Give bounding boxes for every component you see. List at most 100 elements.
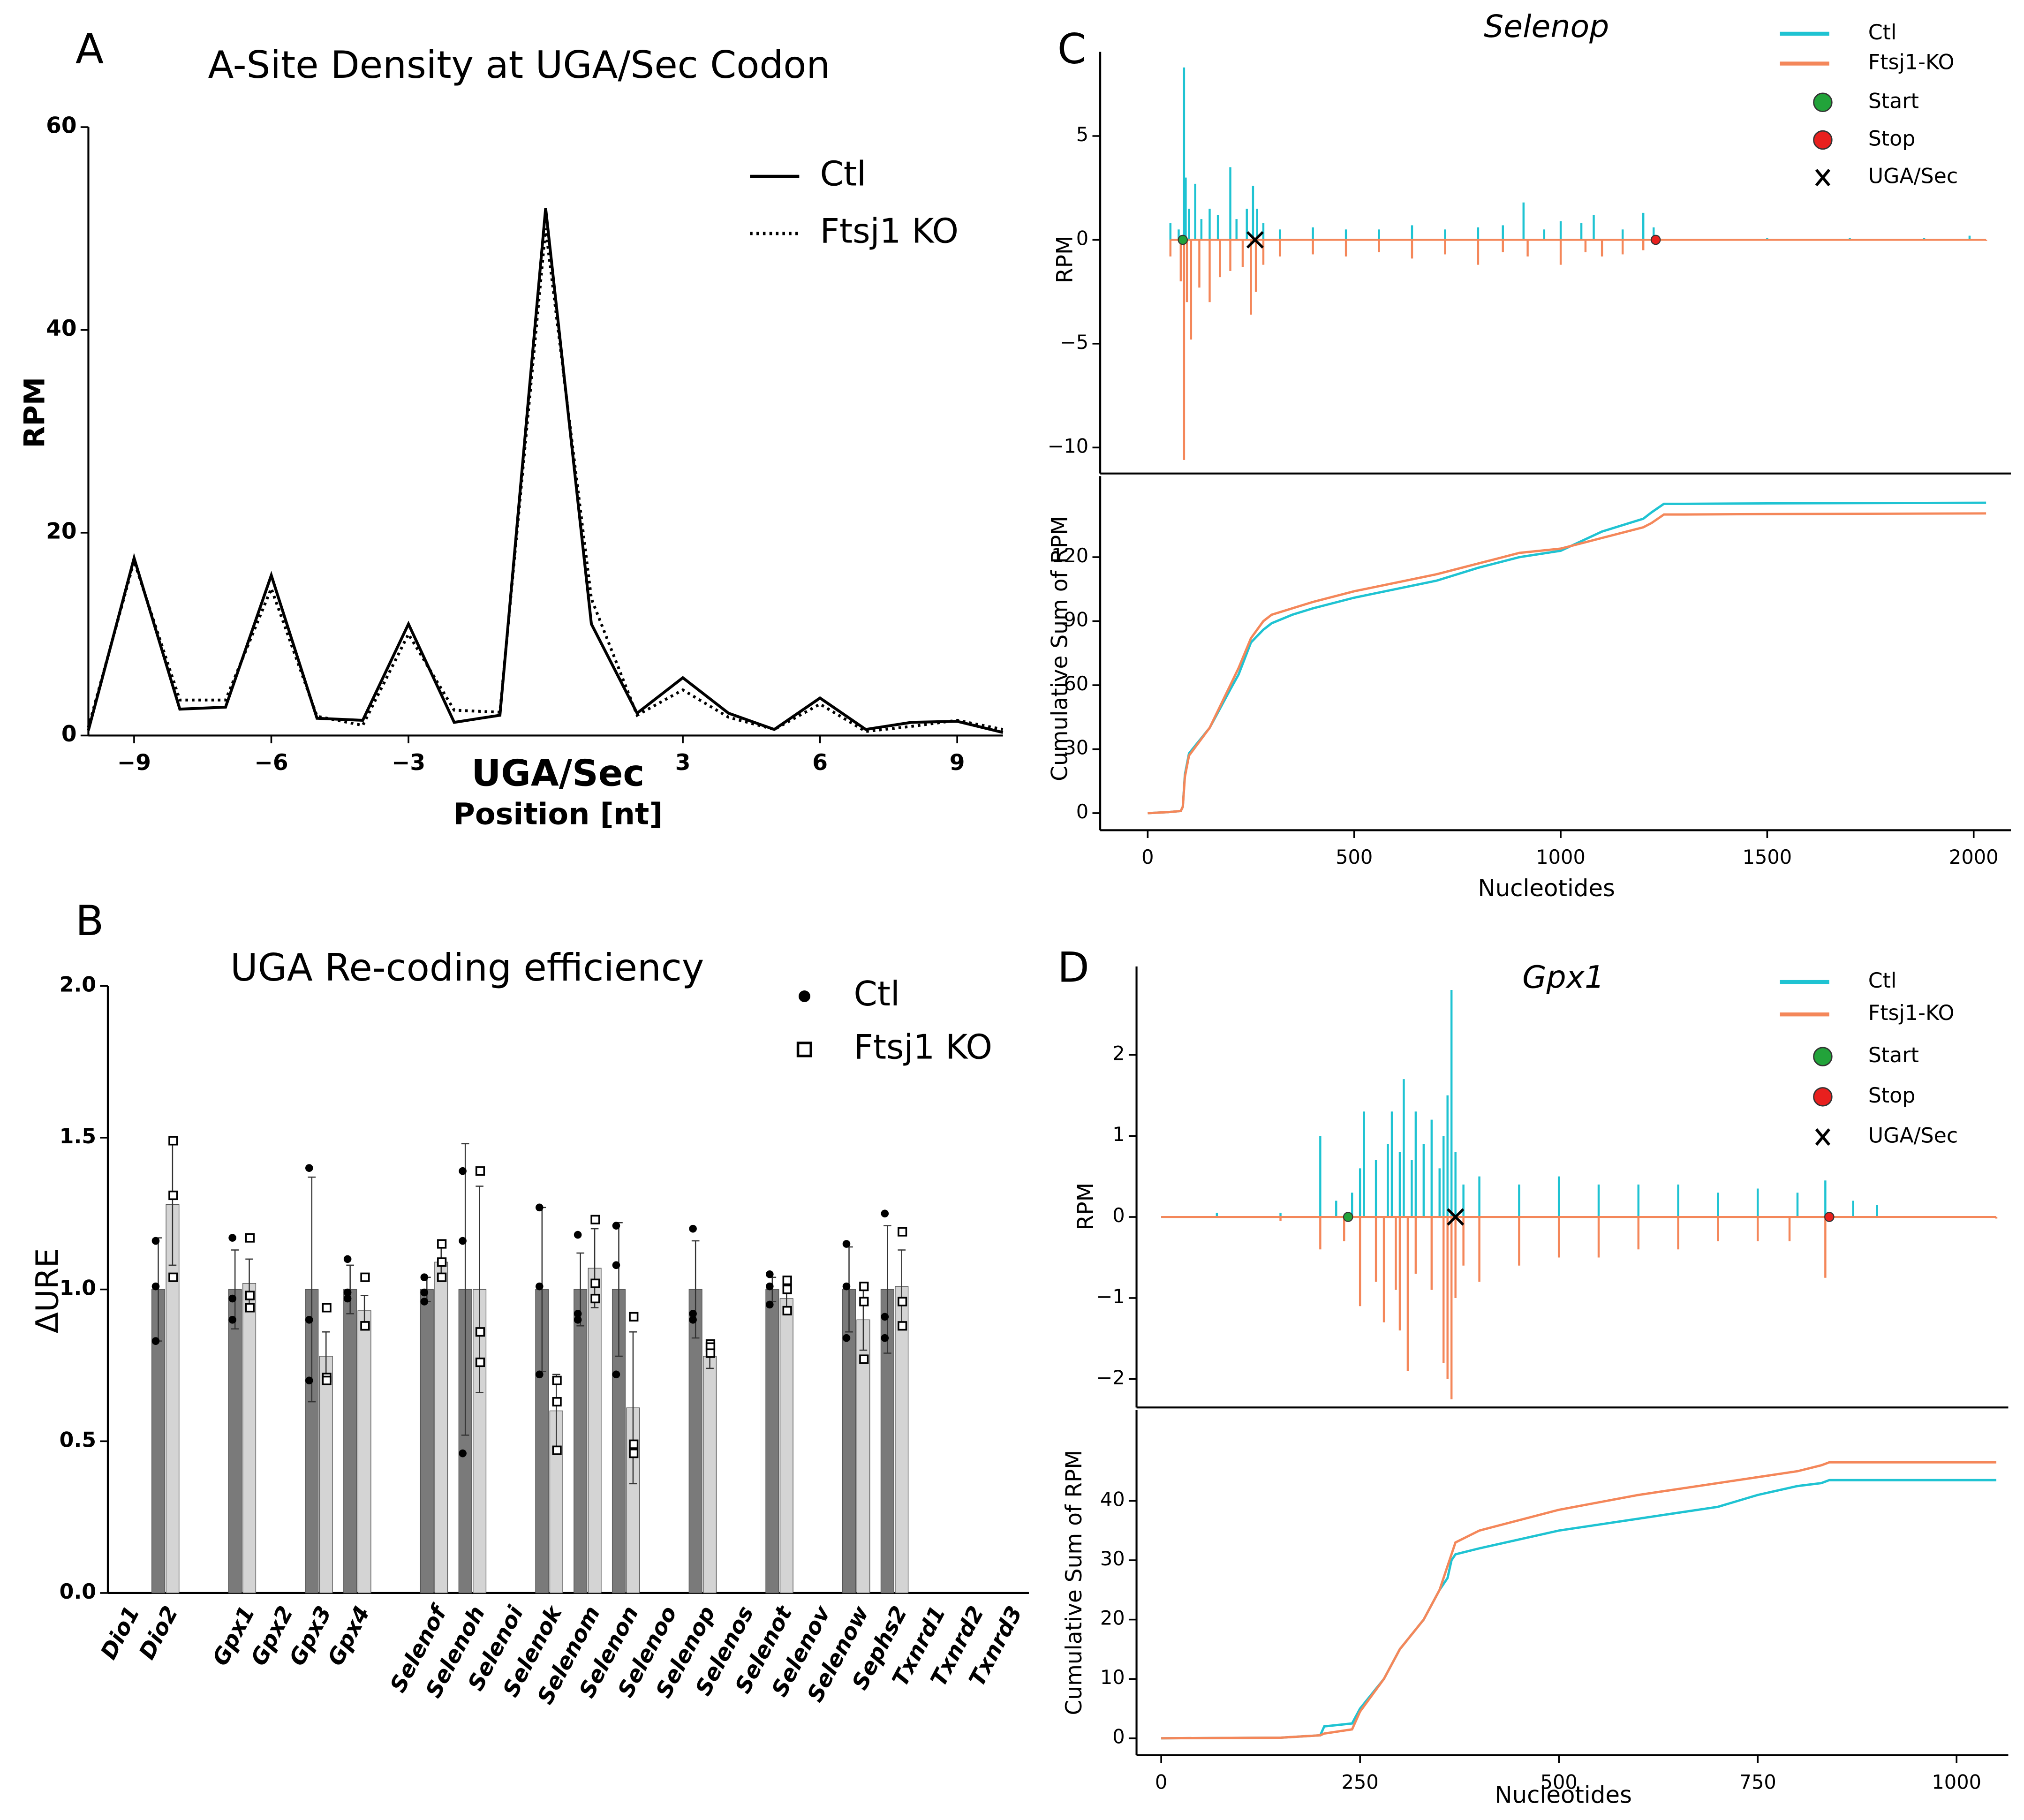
x-tick-label: 250	[1342, 1771, 1379, 1794]
legend-label: Ctl	[1868, 969, 1897, 993]
legend-label: Ftsj1-KO	[1868, 51, 1955, 75]
data-point	[420, 1288, 429, 1297]
x-tick-label: 500	[1336, 846, 1373, 868]
y-tick-label: 120	[1051, 544, 1088, 567]
data-point	[151, 1337, 160, 1345]
data-point	[437, 1257, 447, 1267]
legend-label: Ctl	[1868, 21, 1897, 45]
legend-label: Start	[1868, 1043, 1919, 1067]
data-point	[475, 1357, 485, 1367]
data-point	[881, 1313, 889, 1321]
data-point	[689, 1224, 697, 1233]
x-tick-label: 0	[1155, 1771, 1167, 1794]
data-point	[881, 1209, 889, 1218]
data-point	[360, 1321, 370, 1331]
error-bar	[629, 1331, 637, 1485]
bar	[588, 1268, 602, 1593]
bar	[228, 1289, 242, 1593]
error-bar	[231, 1249, 239, 1330]
y-tick-label: 1	[1112, 1123, 1125, 1146]
data-point	[228, 1316, 236, 1324]
error-bar	[884, 1225, 891, 1354]
data-point	[629, 1312, 639, 1322]
data-line	[87, 208, 1004, 734]
legend-symbol	[1813, 1087, 1833, 1107]
y-tick-label: 0	[1076, 227, 1088, 249]
chart-title: Selenop	[1484, 8, 1609, 45]
data-point	[459, 1449, 467, 1458]
error-bar	[346, 1264, 354, 1314]
data-point	[475, 1327, 485, 1337]
data-point	[574, 1310, 582, 1318]
error-bar	[461, 1143, 469, 1436]
y-tick-label: 0.5	[60, 1428, 96, 1452]
y-axis-label: ΔURE	[29, 1248, 66, 1333]
data-point	[842, 1282, 851, 1291]
x-axis-label: Position [nt]	[453, 797, 663, 832]
bar	[319, 1356, 333, 1593]
legend-label: Ftsj1-KO	[1868, 1001, 1955, 1025]
data-point	[535, 1282, 544, 1291]
legend-label: Ctl	[820, 154, 866, 194]
x-tick-label: 6	[812, 750, 828, 776]
data-point	[305, 1316, 313, 1324]
data-point	[322, 1375, 332, 1385]
y-tick-label: 2.0	[60, 973, 96, 997]
y-tick-label: 1.0	[60, 1276, 96, 1300]
bar	[688, 1289, 702, 1593]
y-tick-label: 2	[1112, 1042, 1125, 1065]
bar	[343, 1289, 357, 1593]
panel-label: C	[1057, 25, 1087, 73]
data-point	[168, 1272, 178, 1282]
x-tick-label: −3	[392, 750, 425, 776]
bar	[242, 1283, 257, 1593]
y-tick-label: −2	[1096, 1366, 1125, 1389]
y-tick-label: 0	[1112, 1204, 1125, 1227]
data-point	[168, 1136, 178, 1146]
y-tick-label: 1.5	[60, 1125, 96, 1148]
marker	[1824, 1212, 1835, 1222]
panel-label: A	[76, 25, 104, 73]
data-point	[343, 1294, 352, 1303]
x-tick-label: 1000	[1536, 846, 1586, 868]
y-tick-label: 60	[1064, 672, 1088, 695]
data-point	[151, 1282, 160, 1291]
x-tick-label: 3	[675, 750, 691, 776]
bar	[703, 1356, 717, 1593]
y-tick-label: 90	[1064, 608, 1088, 631]
legend-symbol	[1813, 1047, 1833, 1066]
data-point	[859, 1297, 869, 1306]
data-point	[151, 1237, 160, 1245]
data-point	[420, 1273, 429, 1282]
chart-title: A-Site Density at UGA/Sec Codon	[208, 43, 830, 87]
y-axis-label: RPM	[18, 377, 51, 448]
legend-symbol	[796, 1042, 813, 1057]
bar	[434, 1261, 448, 1593]
data-point	[437, 1239, 447, 1249]
data-point	[612, 1370, 620, 1379]
data-point	[552, 1397, 562, 1407]
legend-symbol	[1813, 92, 1833, 113]
y-tick-label: 40	[46, 316, 76, 341]
data-point	[322, 1303, 332, 1313]
y-axis-label: RPM	[1073, 1183, 1099, 1231]
legend-label: Stop	[1868, 127, 1916, 151]
x-tick-label: −9	[117, 750, 151, 776]
bar	[765, 1289, 779, 1593]
data-point	[574, 1231, 582, 1239]
marker	[1246, 231, 1264, 249]
y-tick-label: 0	[1112, 1725, 1125, 1748]
data-point	[590, 1293, 600, 1304]
marker	[1650, 234, 1661, 245]
data-point	[305, 1164, 313, 1172]
x-axis-label: Nucleotides	[1495, 1782, 1632, 1809]
y-axis-label: Cumulative Sum of RPM	[1061, 1450, 1087, 1715]
y-tick-label: 5	[1076, 123, 1088, 146]
data-point	[459, 1167, 467, 1175]
data-line	[1161, 1461, 1997, 1740]
data-point	[459, 1237, 467, 1245]
annotation: UGA/Sec	[471, 753, 644, 795]
y-tick-label: 10	[1100, 1666, 1125, 1689]
data-point	[535, 1370, 544, 1379]
x-tick-label: Dio2	[134, 1602, 183, 1664]
